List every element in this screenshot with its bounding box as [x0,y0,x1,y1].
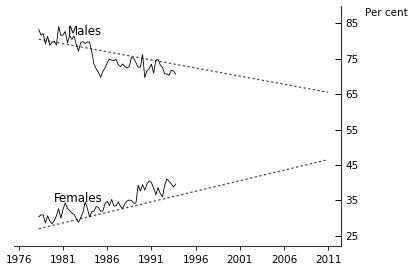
Text: Per cent: Per cent [364,8,407,18]
Text: Males: Males [67,25,101,38]
Text: Females: Females [54,192,103,205]
